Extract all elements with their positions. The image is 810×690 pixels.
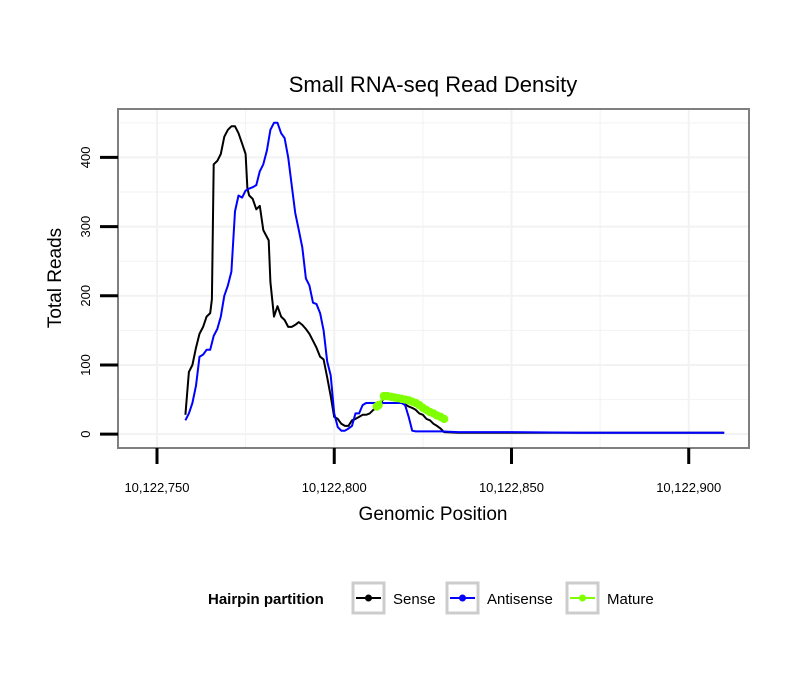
y-tick-label: 100 bbox=[78, 354, 93, 376]
legend-title: Hairpin partition bbox=[208, 591, 324, 608]
legend-key-dot bbox=[579, 594, 586, 602]
legend-label: Mature bbox=[607, 591, 654, 608]
x-tick-label: 10,122,900 bbox=[656, 480, 721, 495]
y-tick-label: 400 bbox=[78, 147, 93, 169]
legend-key-dot bbox=[365, 594, 372, 602]
legend-item-antisense: Antisense bbox=[445, 581, 553, 615]
legend-key-dot bbox=[459, 594, 466, 602]
y-axis: 0 100 200 300 400 bbox=[78, 147, 118, 438]
legend-item-sense: Sense bbox=[351, 581, 436, 615]
series-mature bbox=[372, 391, 449, 424]
legend-label: Sense bbox=[393, 591, 436, 608]
series-layer bbox=[184, 121, 725, 434]
series-line-sense bbox=[184, 125, 725, 434]
chart-title: Small RNA-seq Read Density bbox=[289, 72, 578, 97]
y-axis-label: Total Reads bbox=[45, 228, 66, 328]
x-axis-label: Genomic Position bbox=[359, 504, 508, 525]
y-tick-label: 300 bbox=[78, 216, 93, 238]
series-line-antisense bbox=[184, 121, 725, 434]
plot-panel bbox=[117, 108, 750, 449]
series-antisense bbox=[184, 121, 725, 434]
mature-point bbox=[374, 400, 383, 410]
legend-item-mature: Mature bbox=[565, 581, 654, 615]
x-tick-label: 10,122,800 bbox=[302, 480, 367, 495]
legend-label: Antisense bbox=[487, 591, 553, 608]
x-tick-label: 10,122,850 bbox=[479, 480, 544, 495]
legend: Hairpin partition Sense Antisense Mature bbox=[208, 581, 654, 615]
y-tick-label: 0 bbox=[78, 431, 93, 438]
y-tick-label: 200 bbox=[78, 285, 93, 307]
x-tick-label: 10,122,750 bbox=[124, 480, 189, 495]
x-axis: 10,122,750 10,122,800 10,122,850 10,122,900 bbox=[124, 448, 721, 495]
grid-lines bbox=[119, 110, 748, 447]
mature-point bbox=[439, 414, 449, 424]
series-sense bbox=[184, 125, 725, 434]
